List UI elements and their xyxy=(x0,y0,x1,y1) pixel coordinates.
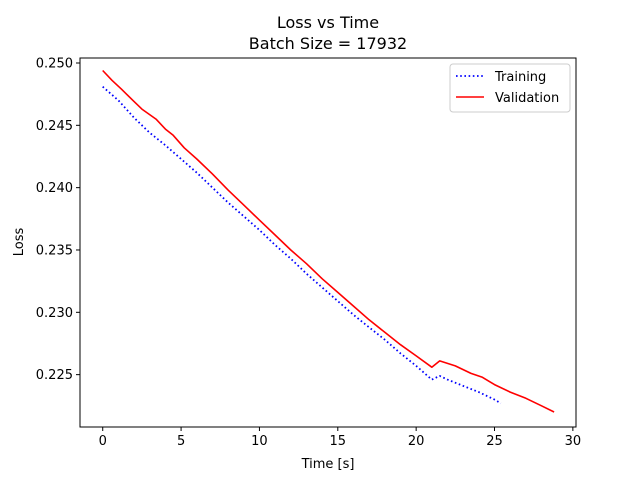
y-tick-label: 0.245 xyxy=(36,119,73,134)
series-line-validation xyxy=(102,69,555,413)
x-tick-label: 25 xyxy=(486,434,503,449)
y-axis-title: Loss xyxy=(12,228,27,257)
x-tick-label: 30 xyxy=(565,434,582,449)
chart-title: Loss vs Time xyxy=(277,13,379,32)
x-tick-label: 5 xyxy=(177,434,185,449)
legend-box xyxy=(449,63,571,113)
x-tick-label: 0 xyxy=(99,434,107,449)
series-line-training xyxy=(102,86,502,405)
x-tick-label: 10 xyxy=(251,434,268,449)
x-axis: 0 5 10 15 20 25 30 xyxy=(99,427,582,449)
y-tick-label: 0.250 xyxy=(36,56,73,71)
y-tick-label: 0.225 xyxy=(36,368,73,383)
legend-label-validation: Validation xyxy=(495,91,559,106)
chart-subtitle: Batch Size = 17932 xyxy=(249,34,407,53)
legend-label-training: Training xyxy=(494,70,546,85)
x-axis-title: Time [s] xyxy=(301,457,355,472)
y-tick-label: 0.240 xyxy=(36,181,73,196)
y-axis: 0.225 0.230 0.235 0.240 0.245 0.250 xyxy=(36,56,80,383)
y-tick-label: 0.235 xyxy=(36,243,73,258)
plot-frame xyxy=(79,57,577,428)
legend: Training Validation xyxy=(449,63,571,113)
x-tick-label: 15 xyxy=(330,434,347,449)
series-layer xyxy=(102,69,555,413)
y-tick-label: 0.230 xyxy=(36,306,73,321)
x-tick-label: 20 xyxy=(408,434,425,449)
